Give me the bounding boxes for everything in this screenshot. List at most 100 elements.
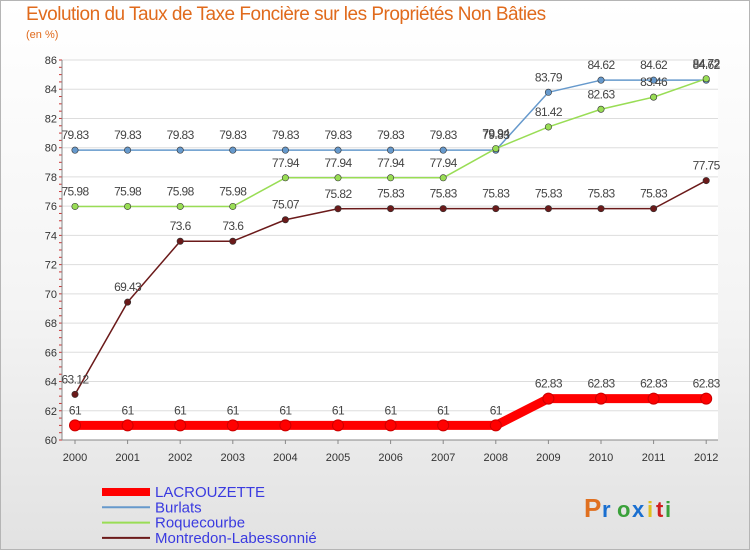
- data-point: [124, 202, 132, 210]
- data-point: [597, 205, 605, 213]
- data-point: [439, 174, 447, 182]
- data-point: [702, 75, 710, 83]
- legend-label: Montredon-Labessonnié: [155, 530, 317, 547]
- data-point: [334, 174, 342, 182]
- data-point: [650, 76, 658, 84]
- data-label: 61: [227, 403, 240, 417]
- y-tick-label: 72: [45, 260, 57, 272]
- data-label: 75.98: [167, 184, 195, 198]
- data-label: 75.07: [272, 198, 300, 212]
- data-label: 75.83: [430, 187, 458, 201]
- data-label: 61: [174, 403, 187, 417]
- data-point: [332, 419, 344, 432]
- data-label: 61: [332, 403, 345, 417]
- data-point: [334, 146, 342, 154]
- logo-letter: i: [665, 497, 671, 522]
- y-tick-label: 60: [45, 435, 57, 447]
- y-tick-label: 70: [45, 289, 57, 301]
- data-label: 79.83: [219, 128, 247, 142]
- data-point: [124, 298, 132, 306]
- data-point: [174, 419, 187, 432]
- x-tick-label: 2005: [326, 452, 350, 464]
- logo-letter: t: [656, 497, 664, 522]
- data-point: [597, 105, 605, 113]
- data-label: 77.75: [693, 159, 721, 173]
- data-label: 75.83: [640, 187, 668, 201]
- data-label: 62.83: [640, 377, 668, 391]
- data-label: 77.94: [430, 156, 458, 170]
- data-label: 79.83: [430, 128, 458, 142]
- data-point: [229, 237, 237, 245]
- y-tick-label: 76: [45, 201, 57, 213]
- data-label: 75.83: [587, 187, 615, 201]
- data-label: 75.83: [377, 187, 405, 201]
- data-point: [544, 123, 552, 131]
- y-tick-label: 86: [45, 55, 57, 67]
- data-label: 75.98: [219, 184, 247, 198]
- data-point: [650, 205, 658, 213]
- x-tick-label: 2012: [694, 452, 718, 464]
- y-tick-label: 82: [45, 113, 57, 125]
- data-point: [702, 177, 710, 185]
- data-point: [544, 88, 552, 96]
- data-label: 77.94: [272, 156, 300, 170]
- data-point: [176, 237, 184, 245]
- x-tick-label: 2009: [536, 452, 560, 464]
- y-tick-label: 78: [45, 172, 57, 184]
- data-point: [229, 146, 237, 154]
- data-point: [647, 392, 660, 405]
- data-point: [439, 146, 447, 154]
- data-label: 84.72: [693, 57, 721, 71]
- data-label: 62.83: [693, 377, 721, 391]
- data-label: 79.83: [482, 128, 510, 142]
- data-point: [650, 93, 658, 101]
- legend-label: Roquecourbe: [155, 515, 245, 532]
- data-point: [71, 146, 79, 154]
- data-label: 75.83: [535, 187, 563, 201]
- data-point: [489, 419, 502, 432]
- data-point: [281, 174, 289, 182]
- y-tick-label: 74: [45, 230, 57, 242]
- legend-label: LACROUZETTE: [155, 484, 265, 501]
- y-tick-label: 66: [45, 347, 57, 359]
- data-point: [121, 419, 134, 432]
- data-label: 79.83: [167, 128, 195, 142]
- data-point: [124, 146, 132, 154]
- y-tick-label: 80: [45, 143, 57, 155]
- data-point: [384, 419, 397, 432]
- data-label: 61: [437, 403, 450, 417]
- data-label: 73.6: [170, 219, 192, 233]
- data-label: 75.98: [61, 184, 89, 198]
- data-point: [492, 205, 500, 213]
- data-label: 81.42: [535, 105, 563, 119]
- logo-letter: i: [647, 497, 653, 522]
- chart-title: Evolution du Taux de Taxe Foncière sur l…: [26, 4, 546, 25]
- data-label: 75.98: [114, 184, 142, 198]
- data-label: 79.94: [482, 127, 510, 141]
- data-label: 84.62: [640, 58, 668, 72]
- data-point: [281, 216, 289, 224]
- plot-area: [62, 60, 718, 440]
- data-label: 77.94: [324, 156, 352, 170]
- data-label: 79.83: [61, 128, 89, 142]
- data-point: [387, 205, 395, 213]
- data-label: 83.79: [535, 70, 563, 84]
- data-label: 82.63: [587, 87, 615, 101]
- data-label: 61: [122, 403, 135, 417]
- x-tick-label: 2010: [589, 452, 613, 464]
- data-point: [437, 419, 450, 432]
- data-label: 75.83: [482, 187, 510, 201]
- y-tick-label: 68: [45, 318, 57, 330]
- data-label: 84.62: [587, 58, 615, 72]
- data-point: [492, 145, 500, 153]
- logo-letter: x: [632, 497, 645, 522]
- data-point: [542, 392, 555, 405]
- data-point: [229, 202, 237, 210]
- data-point: [544, 205, 552, 213]
- x-tick-label: 2008: [484, 452, 508, 464]
- data-point: [69, 419, 81, 432]
- data-point: [226, 419, 239, 432]
- data-point: [595, 392, 607, 405]
